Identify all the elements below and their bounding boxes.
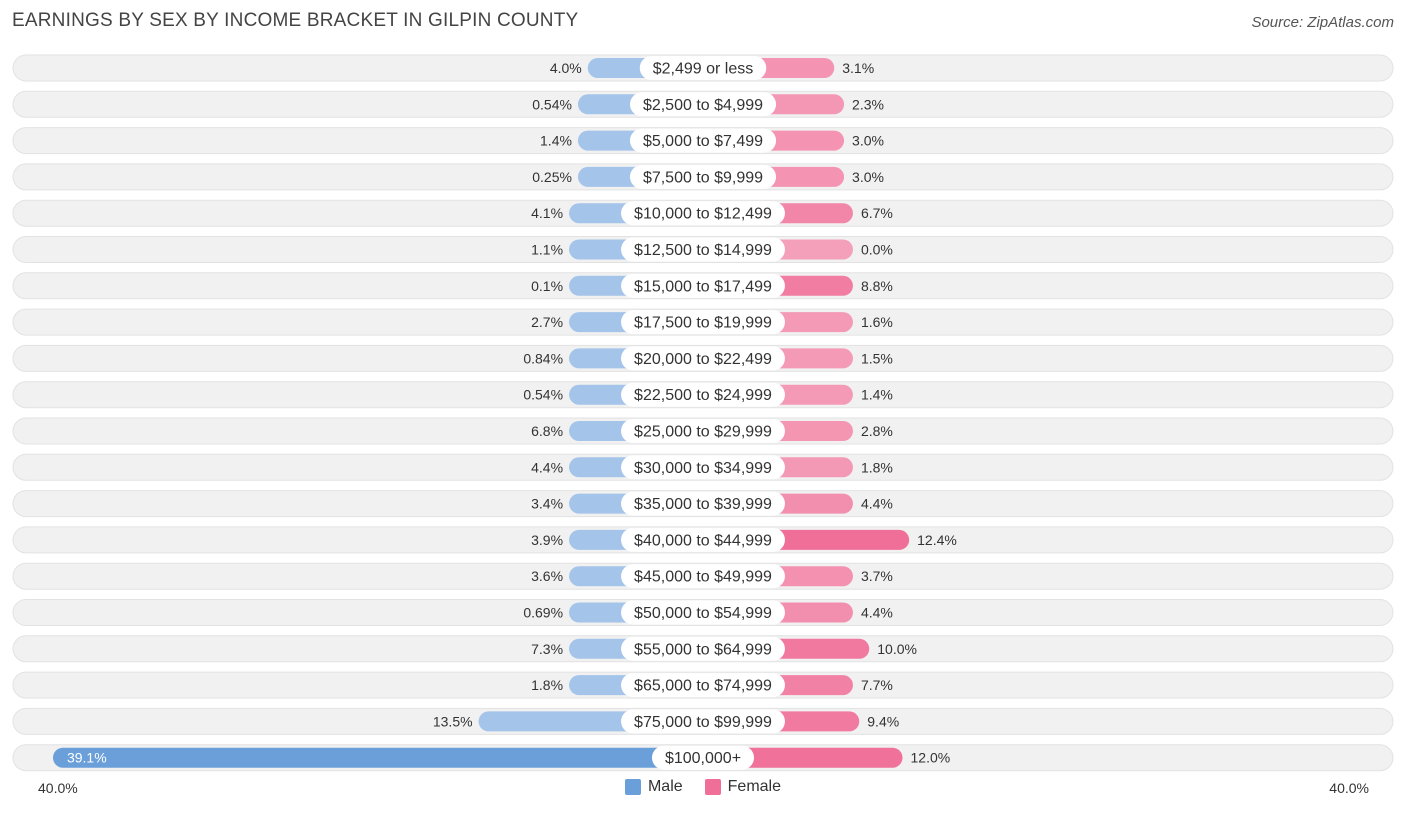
bar-value-male: 39.1% <box>67 750 107 766</box>
category-pill <box>621 237 785 262</box>
axis-right-label: 40.0% <box>1329 780 1369 796</box>
bar-value-male: 3.9% <box>531 532 563 548</box>
legend-swatch-female <box>704 779 721 795</box>
category-pill <box>621 527 785 552</box>
bar-value-female: 2.3% <box>852 96 884 112</box>
bar-value-female: 1.8% <box>861 459 893 475</box>
category-pill <box>621 419 785 443</box>
bar-value-male: 2.7% <box>531 314 563 330</box>
category-pill <box>651 745 755 770</box>
bar-value-male: 4.4% <box>531 459 563 475</box>
bar-value-female: 4.4% <box>861 605 893 621</box>
bar-value-female: 3.0% <box>852 133 884 149</box>
legend-item-female[interactable]: Female <box>704 778 782 796</box>
category-label: $35,000 to $39,999 <box>634 496 772 513</box>
category-pill <box>621 310 785 335</box>
category-label: $22,500 to $24,999 <box>634 387 772 404</box>
bar-value-female: 10.0% <box>877 641 917 657</box>
axis-left-label: 40.0% <box>38 780 78 796</box>
category-label: $20,000 to $22,499 <box>634 351 772 368</box>
category-label: $100,000+ <box>665 750 741 767</box>
category-pill <box>621 382 785 407</box>
bar-value-female: 9.4% <box>867 713 899 729</box>
category-label: $5,000 to $7,499 <box>643 133 763 150</box>
bar-value-male: 3.4% <box>531 496 563 512</box>
bar-value-female: 3.1% <box>842 60 874 76</box>
category-pill <box>621 491 785 516</box>
bar-value-male: 0.69% <box>523 605 563 621</box>
legend-swatch-male <box>624 779 641 795</box>
category-label: $12,500 to $14,999 <box>634 242 772 259</box>
category-label: $17,500 to $19,999 <box>634 315 772 332</box>
category-label: $2,499 or less <box>653 61 754 78</box>
category-pill <box>621 600 785 625</box>
bar-value-female: 7.7% <box>861 677 893 693</box>
bar-value-male: 0.54% <box>532 96 572 112</box>
category-pill <box>621 709 785 734</box>
bar-value-male: 7.3% <box>531 641 563 657</box>
bar-value-male: 3.6% <box>531 568 563 584</box>
category-pill <box>621 273 785 298</box>
bar-value-female: 12.0% <box>911 750 951 766</box>
category-pill <box>621 673 785 698</box>
bar-value-female: 6.7% <box>861 205 893 221</box>
bar-value-male: 4.0% <box>550 60 582 76</box>
bar-value-female: 1.5% <box>861 350 893 366</box>
bar-value-male: 0.54% <box>523 387 563 403</box>
bar-value-male: 0.84% <box>523 350 563 366</box>
category-label: $65,000 to $74,999 <box>634 678 772 695</box>
category-label: $40,000 to $44,999 <box>634 532 772 549</box>
category-pill <box>621 346 785 371</box>
category-pill <box>621 455 785 480</box>
bar-value-male: 1.4% <box>540 133 572 149</box>
category-pill <box>629 92 777 117</box>
bar-value-male: 1.8% <box>531 677 563 693</box>
bar-value-female: 12.4% <box>917 532 957 548</box>
legend-item-male[interactable]: Male <box>624 778 683 796</box>
chart-title: EARNINGS BY SEX BY INCOME BRACKET IN GIL… <box>12 10 579 31</box>
category-label: $55,000 to $64,999 <box>634 641 772 658</box>
category-label: $15,000 to $17,499 <box>634 278 772 295</box>
bar-value-female: 8.8% <box>861 278 893 294</box>
bar-value-male: 0.25% <box>532 169 572 185</box>
bar-value-female: 1.4% <box>861 387 893 403</box>
category-pill <box>629 128 777 153</box>
category-label: $2,500 to $4,999 <box>643 97 763 114</box>
bar-value-female: 4.4% <box>861 496 893 512</box>
category-pill <box>629 164 777 189</box>
category-pill <box>621 201 785 226</box>
category-label: $45,000 to $49,999 <box>634 569 772 586</box>
legend-label-male: Male <box>647 778 683 795</box>
category-label: $25,000 to $29,999 <box>634 424 772 441</box>
bar-value-male: 4.1% <box>531 205 563 221</box>
legend-label-female: Female <box>727 778 782 795</box>
category-label: $50,000 to $54,999 <box>634 605 772 622</box>
category-pill <box>621 564 785 589</box>
category-label: $75,000 to $99,999 <box>634 714 772 731</box>
source-credit: Source: ZipAtlas.com <box>1251 14 1394 31</box>
bar-value-male: 0.1% <box>531 278 563 294</box>
bar-value-female: 0.0% <box>861 242 893 258</box>
bar-value-male: 13.5% <box>433 713 473 729</box>
bar-value-female: 1.6% <box>861 314 893 330</box>
bar-value-male: 6.8% <box>531 423 563 439</box>
bar-value-female: 3.0% <box>852 169 884 185</box>
category-label: $30,000 to $34,999 <box>634 460 772 477</box>
legend: Male Female <box>0 778 1406 796</box>
category-label: $7,500 to $9,999 <box>643 169 763 186</box>
bar-male <box>52 747 703 768</box>
category-pill <box>639 56 767 80</box>
bar-value-female: 2.8% <box>861 423 893 439</box>
category-label: $10,000 to $12,499 <box>634 206 772 223</box>
category-pill <box>621 636 785 661</box>
bar-value-male: 1.1% <box>531 242 563 258</box>
bar-value-female: 3.7% <box>861 568 893 584</box>
